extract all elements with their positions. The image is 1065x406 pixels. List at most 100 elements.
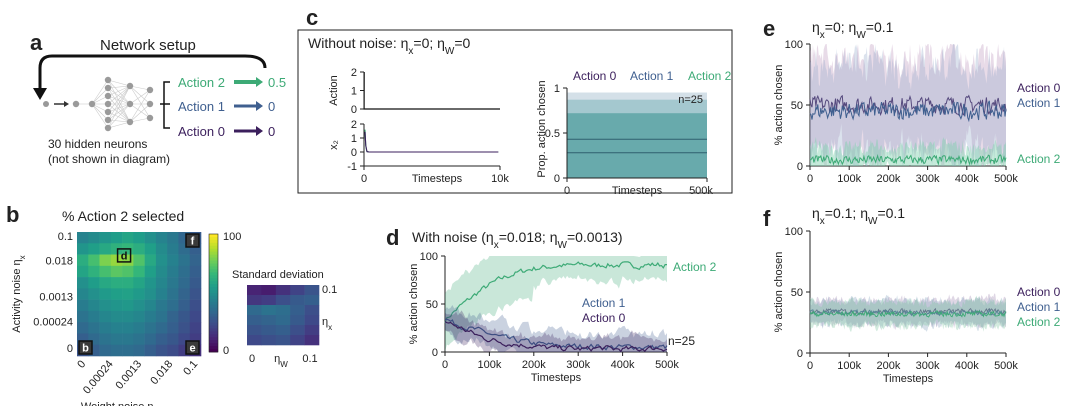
colorbar-cell [209,257,218,261]
output-value: 0.5 [268,75,286,90]
heatmap-cell [178,310,191,323]
heatmap-cell [133,299,145,312]
heatmap-cell [110,243,123,255]
heatmap-y-tick: 0.00024 [33,316,73,328]
colorbar-cell [209,322,218,326]
network-edge [129,85,151,105]
heatmap-cell [144,322,157,334]
panel-c-frame [297,29,733,194]
heatmap-cell [133,288,145,300]
heatmap-cell [122,333,134,346]
colorbar-cell [209,263,218,267]
colorbar-cell [209,325,218,329]
network-edge [107,119,131,123]
heatmap-cell [167,277,179,289]
hidden-note-line2: (not shown in diagram) [48,152,170,166]
std-cell [261,305,277,316]
std-cell [275,315,291,326]
panel-label-d: d [386,225,399,250]
y-tick-label: 50 [791,100,803,112]
heatmap-cell [110,299,123,312]
heatmap-cell [178,299,191,312]
heatmap-cell [178,232,191,244]
heatmap-cell [167,344,179,357]
network-neuron [104,76,112,84]
heatmap-cell [189,254,202,267]
heatmap-x-tick: 0.0013 [113,358,144,391]
network-edge [91,103,109,129]
colorbar-cell [209,275,218,279]
colorbar-cell [209,251,218,256]
mean-line-action-1 [809,100,1007,123]
heatmap-cell [99,310,112,323]
heatmap-marker-b: b [82,343,89,355]
heatmap-cell [99,254,112,267]
prop-annotation: n=25 [678,94,703,106]
y-axis-label: % action chosen [773,65,785,146]
heatmap-cell [178,333,191,346]
std-cell [275,335,291,346]
colorbar-cell [209,281,218,285]
network-edge [107,103,131,121]
network-edge [129,89,151,123]
std-cell [247,285,262,296]
std-cell [247,335,262,346]
colorbar-cell [209,316,218,320]
label-action-0: Action 0 [1017,81,1061,95]
mean-line-action-1 [444,318,668,351]
heatmap-cell [155,344,168,357]
heatmap-cell [99,265,112,278]
band-action-0 [445,310,667,352]
network-edge [107,85,131,89]
heatmap-cell [88,299,100,312]
x2-x-tick: 10k [491,173,509,185]
x2-y-tick: -1 [347,161,357,173]
network-edge [107,95,131,123]
heatmap-cell [189,322,202,334]
band-action-0 [810,44,1006,166]
band-action-1 [810,44,1006,166]
std-cell [290,295,305,306]
x-tick-label: 500k [994,360,1018,372]
heatmap-cell [99,322,112,334]
std-cell [275,285,291,296]
prop-x-label: Timesteps [612,185,663,197]
colorbar-cell [209,245,218,250]
heatmap-marker-d: d [121,250,128,262]
heatmap-cell [155,277,168,289]
heatmap-cell [88,265,100,278]
hidden-note-line1: 30 hidden neurons [48,137,147,151]
heatmap-cell [99,243,112,255]
colorbar-cell [209,266,218,270]
network-neuron [72,100,80,108]
std-cell [261,325,277,336]
heatmap-cell [77,310,89,323]
heatmap-cell [155,265,168,278]
colorbar-frame [208,233,219,353]
heatmap-cell [189,333,202,346]
output-arrowhead [256,77,263,87]
network-edge [107,79,131,123]
network-edge [129,103,151,123]
y-axis-label: % action chosen [773,252,785,333]
heatmap-cell [77,243,89,255]
heatmap-cell [122,310,134,323]
input-arrowhead [64,101,69,107]
x-tick-label: 300k [566,359,590,371]
x-axis-label: Timesteps [531,372,582,384]
heatmap-marker-box [185,340,200,355]
x-tick-label: 400k [611,359,635,371]
heatmap-cell [110,254,123,267]
network-edge [91,79,109,105]
action-y-label: Action [328,75,340,106]
network-edge [107,85,131,113]
heatmap-cell [77,288,89,300]
panel-a-title: Network setup [100,37,196,54]
heatmap-cell [144,265,157,278]
heatmap-cell [155,232,168,244]
heatmap-cell [88,333,100,346]
std-y-tick: 0.1 [322,284,337,296]
network-edge [107,85,131,121]
y-tick-label: 100 [785,39,803,51]
std-x-tick: 0.1 [302,353,317,365]
